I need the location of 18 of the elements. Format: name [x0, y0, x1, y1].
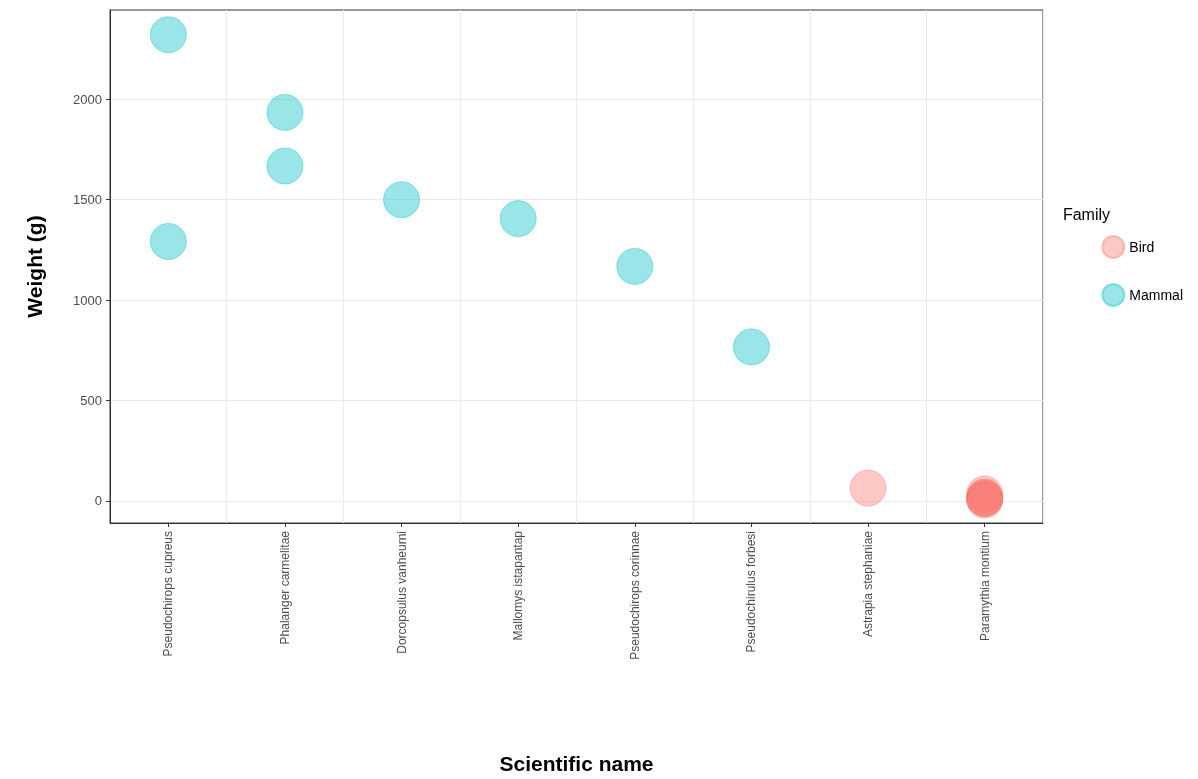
- x-tick-label: Dorcopsulus vanheurni: [394, 531, 409, 654]
- y-tick-label: 500: [80, 393, 102, 409]
- x-tick-label: Pseudochirops cupreus: [161, 531, 176, 657]
- x-axis-title: Scientific name: [499, 752, 654, 775]
- x-tick-label: Pseudochirulus forbesi: [744, 531, 759, 653]
- x-tick-label: Paramythia montium: [977, 531, 992, 642]
- x-tick-label: Phalanger carmelitae: [277, 530, 292, 645]
- x-tick-label: Mallomys istapantap: [511, 530, 526, 641]
- y-tick-label: 2000: [73, 91, 102, 107]
- x-tick-label: Astrapia stephaniae: [861, 530, 876, 638]
- x-tick-label: Pseudochirops corinnae: [627, 530, 642, 660]
- legend-label: Bird: [1129, 239, 1155, 255]
- y-tick-label: 1000: [73, 292, 102, 308]
- y-tick-label: 1500: [73, 192, 102, 208]
- legend-label: Mammal: [1129, 287, 1183, 303]
- y-tick-label: 0: [94, 493, 102, 509]
- legend-title: Family: [1062, 205, 1110, 223]
- y-axis-title: Weight (g): [23, 215, 46, 318]
